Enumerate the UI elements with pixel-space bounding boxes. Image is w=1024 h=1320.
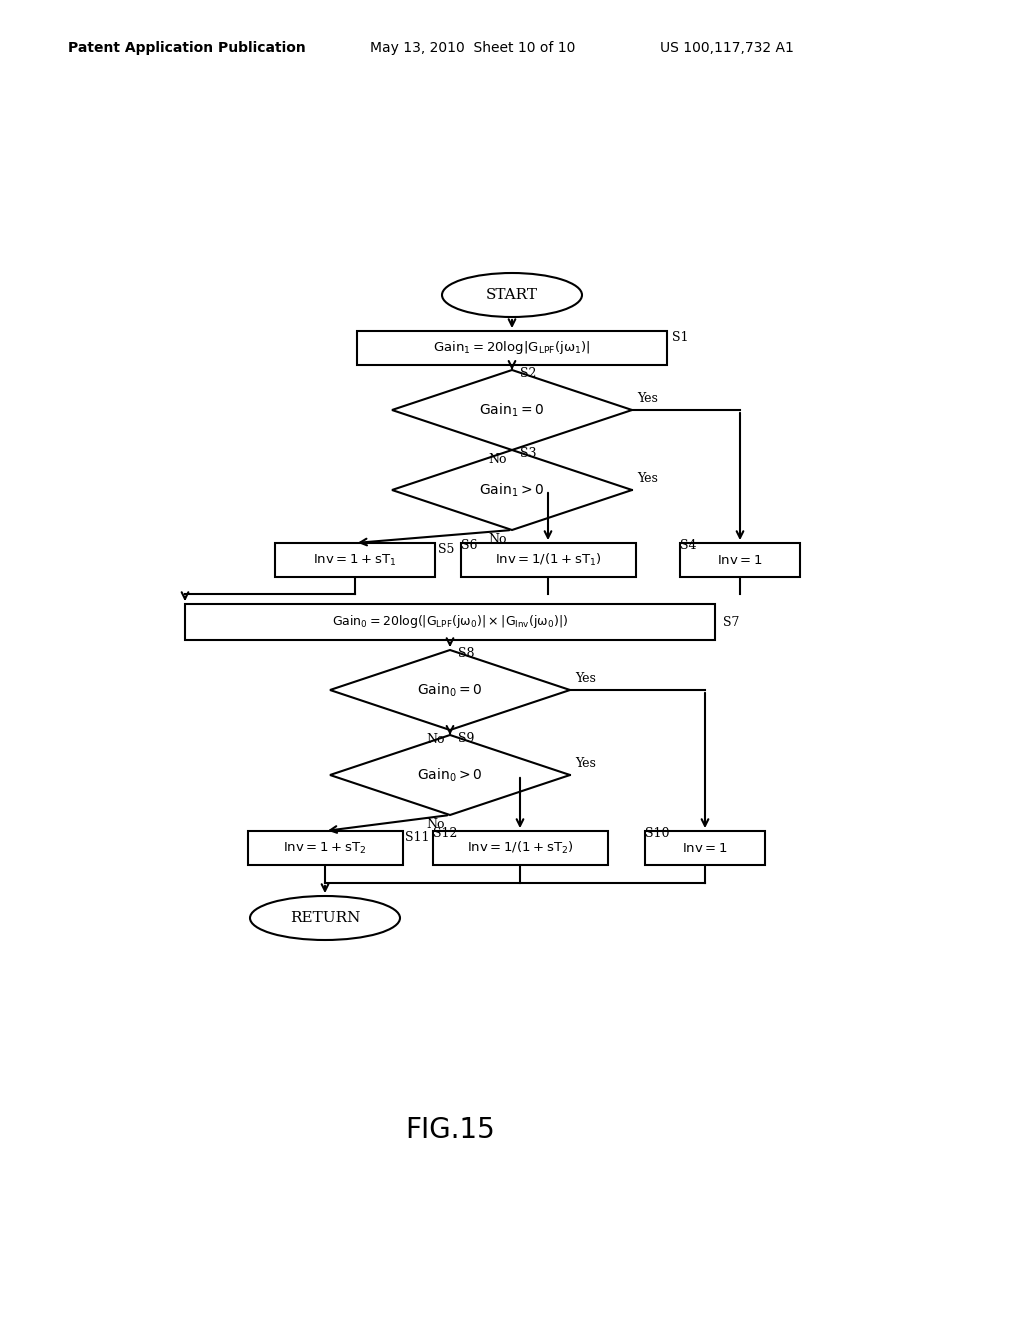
Bar: [275, 543, 435, 577]
Bar: [248, 832, 402, 865]
Text: $\mathsf{Inv=1/(1+sT_1)}$: $\mathsf{Inv=1/(1+sT_1)}$: [495, 552, 601, 568]
Text: $\mathsf{Gain_0=20log(|G_{LPF}(j\omega_0)|\times|G_{Inv}(j\omega_0)|)}$: $\mathsf{Gain_0=20log(|G_{LPF}(j\omega_0…: [332, 614, 568, 631]
Text: No: No: [427, 818, 445, 832]
Text: S8: S8: [458, 647, 474, 660]
Polygon shape: [392, 370, 632, 450]
Text: S5: S5: [438, 543, 455, 556]
Text: S10: S10: [645, 828, 670, 840]
Bar: [185, 605, 715, 640]
Text: $\mathsf{Gain_0=0}$: $\mathsf{Gain_0=0}$: [417, 681, 482, 698]
Text: START: START: [486, 288, 538, 302]
Bar: [432, 832, 607, 865]
Text: $\mathsf{Gain_1=0}$: $\mathsf{Gain_1=0}$: [479, 401, 545, 418]
Bar: [461, 543, 636, 577]
Text: Yes: Yes: [575, 756, 596, 770]
Text: FIG.15: FIG.15: [406, 1115, 495, 1144]
Text: S4: S4: [680, 539, 696, 552]
Text: S12: S12: [432, 828, 457, 840]
Text: S3: S3: [520, 447, 537, 459]
Text: US 100,117,732 A1: US 100,117,732 A1: [660, 41, 794, 55]
Text: RETURN: RETURN: [290, 911, 360, 925]
Text: Yes: Yes: [575, 672, 596, 685]
Text: S11: S11: [406, 832, 430, 843]
Text: S1: S1: [672, 331, 688, 345]
Polygon shape: [330, 735, 570, 814]
Text: $\mathsf{Inv=1/(1+sT_2)}$: $\mathsf{Inv=1/(1+sT_2)}$: [467, 840, 573, 857]
Text: S6: S6: [461, 539, 477, 552]
Text: No: No: [488, 533, 507, 546]
Text: $\mathsf{Inv=1}$: $\mathsf{Inv=1}$: [717, 553, 763, 566]
Text: $\mathsf{Gain_1=20log|G_{LPF}(j\omega_1)|}$: $\mathsf{Gain_1=20log|G_{LPF}(j\omega_1)…: [433, 339, 591, 356]
Text: Patent Application Publication: Patent Application Publication: [68, 41, 306, 55]
Text: $\mathsf{Inv=1+sT_1}$: $\mathsf{Inv=1+sT_1}$: [313, 553, 396, 568]
Text: $\mathsf{Inv=1+sT_2}$: $\mathsf{Inv=1+sT_2}$: [284, 841, 367, 855]
Text: $\mathsf{Inv=1}$: $\mathsf{Inv=1}$: [682, 842, 728, 854]
Text: S7: S7: [723, 616, 739, 630]
Text: Yes: Yes: [637, 473, 657, 484]
Text: No: No: [488, 453, 507, 466]
Bar: [357, 331, 667, 366]
Bar: [645, 832, 765, 865]
Text: S9: S9: [458, 733, 474, 744]
Text: May 13, 2010  Sheet 10 of 10: May 13, 2010 Sheet 10 of 10: [370, 41, 575, 55]
Polygon shape: [330, 649, 570, 730]
Text: No: No: [427, 733, 445, 746]
Text: $\mathsf{Gain_1>0}$: $\mathsf{Gain_1>0}$: [479, 482, 545, 499]
Ellipse shape: [442, 273, 582, 317]
Text: S2: S2: [520, 367, 537, 380]
Text: $\mathsf{Gain_0>0}$: $\mathsf{Gain_0>0}$: [417, 767, 482, 784]
Polygon shape: [392, 450, 632, 531]
Text: Yes: Yes: [637, 392, 657, 405]
Bar: [680, 543, 800, 577]
Ellipse shape: [250, 896, 400, 940]
